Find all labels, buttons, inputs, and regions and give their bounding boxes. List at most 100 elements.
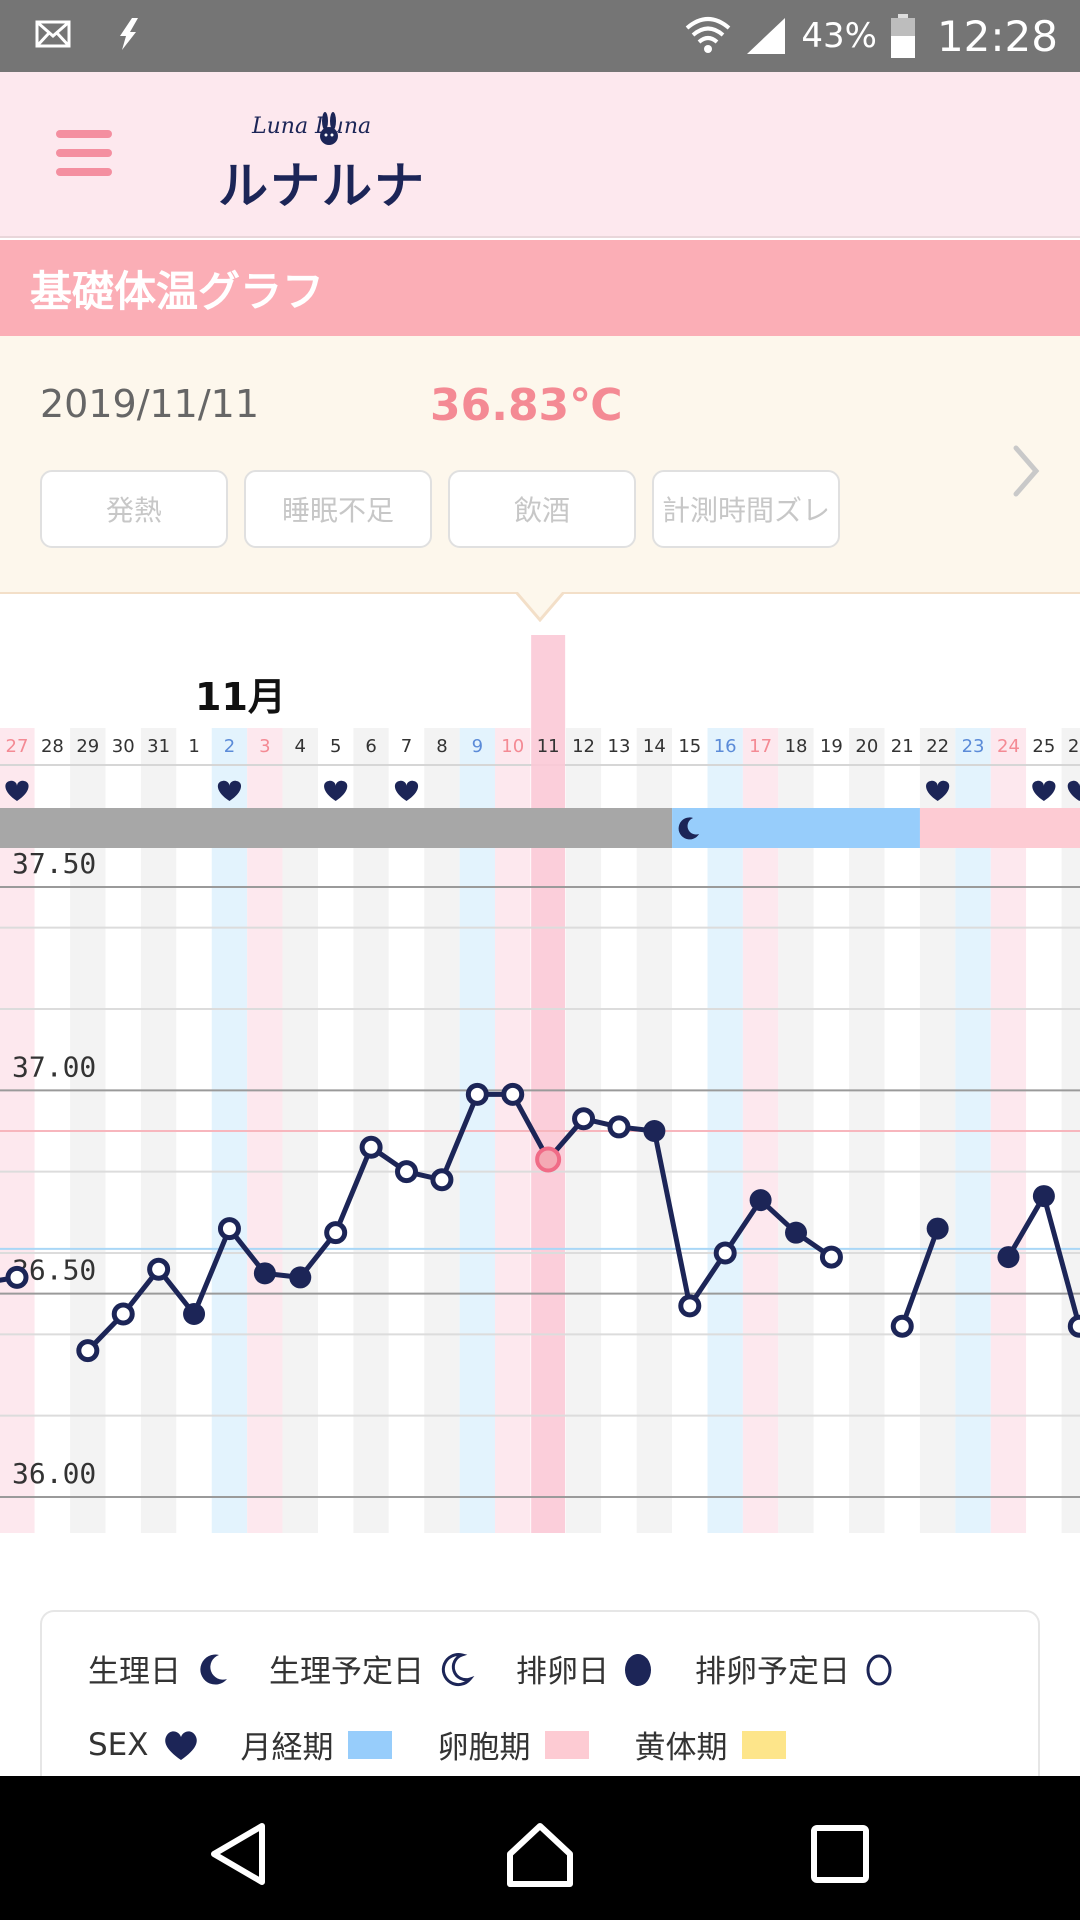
- condition-tags: 発熱 睡眠不足 飲酒 計測時間ズレ: [40, 470, 840, 548]
- data-point-15: [678, 1294, 702, 1318]
- data-point-6: [359, 1135, 383, 1159]
- data-point-1: [183, 1303, 206, 1325]
- data-point-21: [890, 1314, 914, 1338]
- app-header: Luna Luna ルナルナ: [0, 72, 1080, 238]
- day-label-26: 26: [1068, 736, 1080, 757]
- page-title: 基礎体温グラフ: [30, 267, 325, 316]
- hamburger-menu-icon[interactable]: [56, 130, 112, 180]
- tag-fever[interactable]: 発熱: [40, 470, 228, 548]
- day-label-1: 1: [188, 736, 199, 757]
- legend-menstrual-phase: 月経期: [241, 1722, 392, 1767]
- day-label-28: 28: [41, 736, 64, 757]
- data-point-5: [324, 1221, 348, 1245]
- data-point-29: [76, 1339, 100, 1363]
- day-label-19: 19: [820, 736, 843, 757]
- battery-percent: 43%: [801, 16, 877, 56]
- selected-day-highlight: [531, 635, 566, 1533]
- legend-label: 排卵予定日: [695, 1654, 850, 1690]
- day-label-27: 27: [6, 736, 29, 757]
- data-point-9: [465, 1082, 489, 1106]
- temperature-line-segment-3: [1006, 1193, 1080, 1329]
- heart-icon: [164, 1730, 197, 1760]
- rabbit-icon: [320, 112, 338, 145]
- day-label-29: 29: [76, 736, 99, 757]
- data-point-18: [785, 1221, 808, 1244]
- day-label-8: 8: [436, 736, 447, 757]
- legend-ovulation-expected: 排卵予定日: [695, 1646, 896, 1691]
- mail-icon: [35, 20, 71, 48]
- phase-bar-22: [919, 808, 1080, 848]
- day-label-22: 22: [926, 736, 949, 757]
- day-label-5: 5: [330, 736, 341, 757]
- logo-text: ルナルナ: [218, 157, 426, 215]
- selected-date: 2019/11/11: [40, 382, 260, 426]
- sex-heart-5: [324, 780, 348, 801]
- temperature-line-segment-1: [86, 1091, 833, 1353]
- tag-drinking[interactable]: 飲酒: [448, 470, 636, 548]
- data-point-30: [111, 1302, 135, 1326]
- day-label-14: 14: [643, 736, 666, 757]
- wifi-icon: [686, 17, 731, 53]
- data-point-22: [926, 1217, 949, 1240]
- y-tick-label-0: 37.50: [12, 847, 96, 880]
- legend-follicular-phase: 卵胞期: [438, 1722, 589, 1767]
- legend-label: SEX: [88, 1726, 149, 1763]
- egg-filled-icon: [625, 1653, 651, 1686]
- day-label-31: 31: [147, 736, 170, 757]
- back-icon[interactable]: [200, 1814, 280, 1894]
- sex-heart-25: [1032, 780, 1056, 801]
- download-icon: [120, 18, 138, 50]
- data-point-19: [819, 1245, 843, 1269]
- app-logo: Luna Luna ルナルナ: [218, 112, 438, 215]
- notification-icons: [34, 14, 150, 54]
- legend-row-phases: SEX 月経期 卵胞期 黄体期: [88, 1722, 786, 1767]
- day-label-3: 3: [259, 736, 270, 757]
- chevron-right-icon[interactable]: [1006, 436, 1046, 506]
- battery-icon: [890, 14, 915, 58]
- day-label-20: 20: [855, 736, 878, 757]
- tag-lack-of-sleep[interactable]: 睡眠不足: [244, 470, 432, 548]
- legend-label: 月経期: [240, 1730, 334, 1766]
- clock: 12:28: [936, 11, 1058, 61]
- day-label-24: 24: [997, 736, 1020, 757]
- sex-heart-2: [217, 780, 242, 801]
- data-point-12: [572, 1107, 596, 1131]
- panel-pointer: [516, 592, 564, 622]
- day-label-9: 9: [472, 736, 483, 757]
- data-point-24: [997, 1246, 1020, 1269]
- tag-time-shift[interactable]: 計測時間ズレ: [652, 470, 840, 548]
- title-bar: 基礎体温グラフ: [0, 240, 1080, 336]
- data-point-3: [253, 1262, 276, 1285]
- legend-label: 生理予定日: [269, 1654, 424, 1690]
- legend-ovulation-day: 排卵日: [516, 1646, 655, 1691]
- day-label-7: 7: [401, 736, 412, 757]
- legend-period-day: 生理日: [88, 1646, 233, 1691]
- legend-row-icons: 生理日 生理予定日 排卵日 排卵予定日: [88, 1646, 896, 1691]
- day-label-23: 23: [962, 736, 985, 757]
- y-tick-label-3: 36.00: [12, 1457, 96, 1490]
- day-label-18: 18: [785, 736, 808, 757]
- day-info-panel: 2019/11/11 36.83℃ 発熱 睡眠不足 飲酒 計測時間ズレ: [0, 336, 1080, 594]
- data-point-8: [430, 1168, 454, 1192]
- legend-luteal-phase: 黄体期: [635, 1722, 786, 1767]
- selected-temperature: 36.83℃: [430, 380, 623, 431]
- legend-label: 生理日: [88, 1654, 181, 1690]
- recents-icon[interactable]: [800, 1814, 880, 1894]
- home-icon[interactable]: [500, 1814, 580, 1894]
- follicular-swatch: [544, 1730, 589, 1759]
- phase-bar-27: [0, 808, 673, 848]
- sex-heart-27: [5, 780, 29, 801]
- phase-moon-icon: [678, 817, 700, 840]
- data-point-27: [5, 1265, 29, 1289]
- day-label-12: 12: [572, 736, 595, 757]
- luteal-swatch: [741, 1730, 786, 1759]
- egg-outline-icon: [866, 1654, 892, 1685]
- sex-heart-7: [394, 780, 419, 801]
- data-point-13: [607, 1115, 631, 1139]
- temperature-line-segment-2: [899, 1227, 941, 1328]
- day-label-16: 16: [714, 736, 737, 757]
- data-point-25: [1032, 1185, 1055, 1208]
- day-label-11: 11: [537, 736, 560, 757]
- day-label-15: 15: [678, 736, 701, 757]
